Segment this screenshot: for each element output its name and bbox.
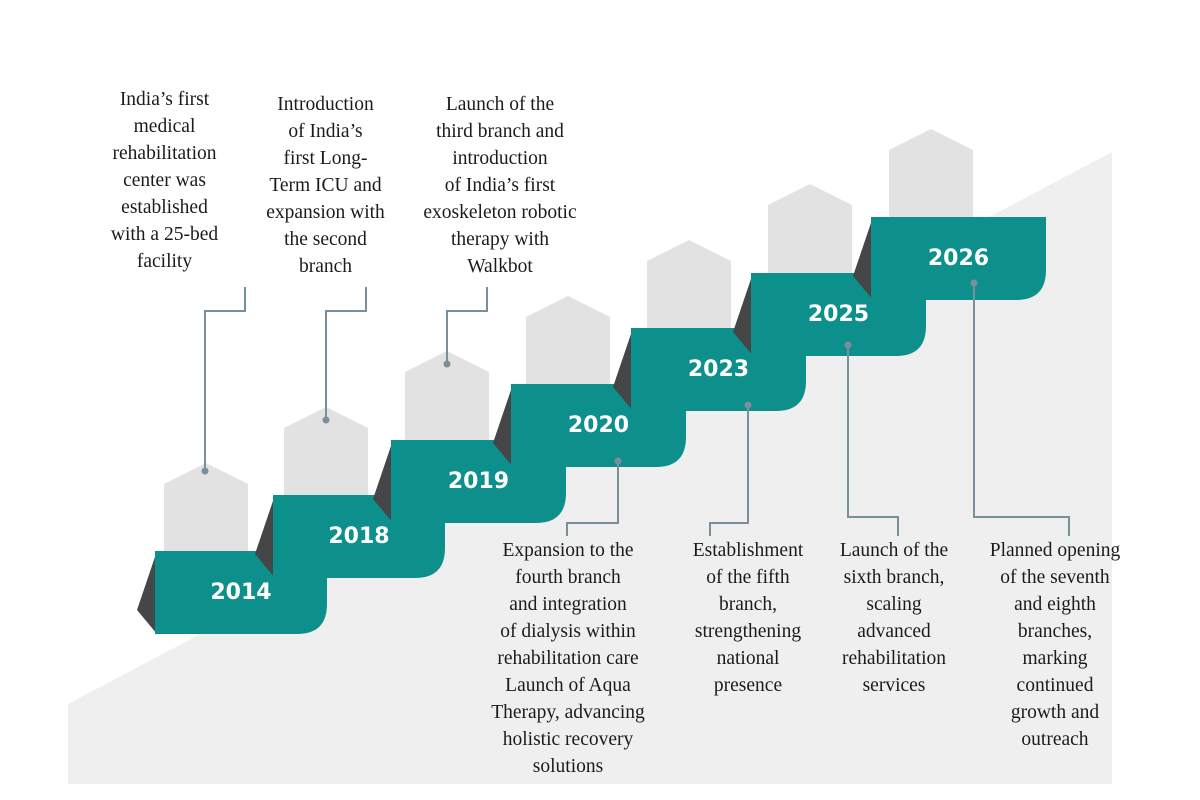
arrow-shape-2020	[526, 296, 610, 384]
connector-dot-2018	[322, 416, 330, 424]
step-shadow-2023	[613, 328, 633, 411]
step-block-2026	[871, 217, 1046, 300]
connector-line-2025	[847, 345, 899, 536]
connector-line-2026	[973, 283, 1070, 536]
connector-line-2018	[325, 287, 367, 420]
step-shadow-2018	[255, 495, 275, 578]
milestone-2020-description: Expansion to the fourth branch and integ…	[491, 540, 645, 777]
arrow-shape-2014	[164, 463, 248, 551]
step-shadow-2019	[373, 440, 393, 523]
milestone-2018-description: Introduction of India’s first Long- Term…	[266, 94, 385, 277]
connector-dot-2023	[744, 401, 752, 409]
connector-dot-2026	[970, 279, 978, 287]
year-label-2026: 2026	[928, 246, 989, 271]
step-2026: 2026	[853, 217, 1046, 300]
connector-dot-2020	[614, 457, 622, 465]
arrow-shape-2023	[647, 240, 731, 328]
arrow-shape-2026	[889, 129, 973, 217]
milestone-2019-description: Launch of the third branch and introduct…	[423, 94, 577, 277]
year-label-2020: 2020	[568, 413, 629, 438]
connector-dot-2019	[443, 360, 451, 368]
milestone-2023-description: Establishment of the fifth branch, stren…	[692, 540, 804, 696]
step-shadow-2026	[853, 217, 873, 300]
step-shadow-2020	[493, 384, 513, 467]
connector-line-2014	[204, 287, 246, 471]
arrow-shape-2025	[768, 184, 852, 273]
connector-lines	[201, 279, 1070, 536]
arrow-shape-2018	[284, 407, 368, 495]
connector-line-2019	[446, 287, 488, 364]
year-steps: 2014 2018 2019 2020 2023 2025 2026	[137, 217, 1046, 634]
arrow-shapes	[164, 129, 973, 551]
year-label-2018: 2018	[328, 524, 389, 549]
connector-line-2023	[709, 405, 749, 536]
milestone-2025-description: Launch of the sixth branch, scaling adva…	[839, 540, 949, 696]
year-label-2025: 2025	[808, 302, 869, 327]
year-label-2014: 2014	[210, 580, 271, 605]
step-shadow-2025	[733, 273, 753, 356]
milestone-2014-description: India’s first medical rehabilitation cen…	[110, 89, 219, 272]
connector-line-2020	[566, 461, 619, 536]
step-shadow-2014	[137, 551, 157, 634]
milestone-2026-description: Planned opening of the seventh and eight…	[989, 540, 1121, 750]
connector-dot-2025	[844, 341, 852, 349]
year-label-2023: 2023	[688, 357, 749, 382]
year-label-2019: 2019	[448, 469, 509, 494]
arrow-shape-2019	[405, 351, 489, 440]
connector-dot-2014	[201, 467, 209, 475]
